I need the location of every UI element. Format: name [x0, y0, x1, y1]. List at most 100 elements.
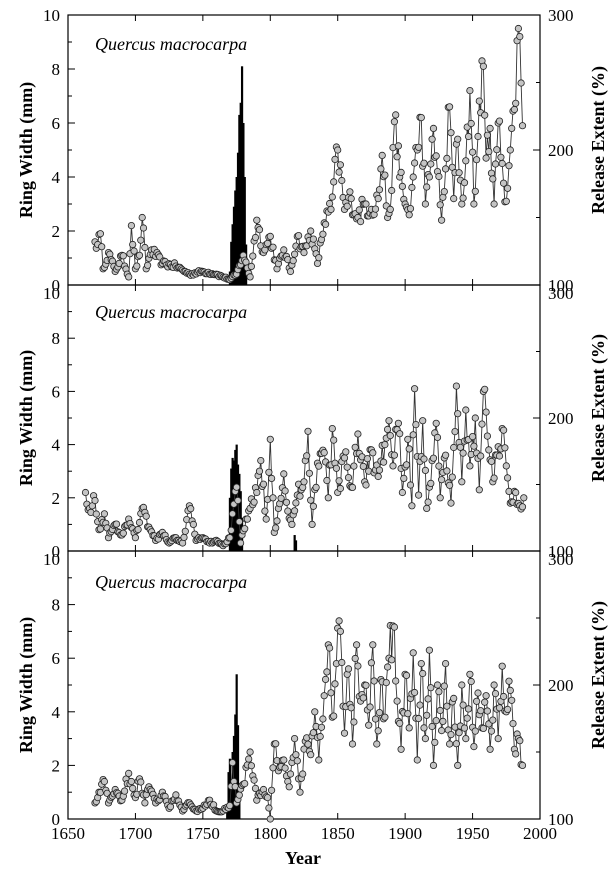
ring-width-point [470, 200, 478, 208]
ring-width-point [475, 97, 483, 105]
ring-width-point [141, 799, 149, 807]
ring-width-point [242, 258, 250, 266]
ring-width-point [454, 135, 462, 143]
ring-width-point [455, 169, 463, 177]
ring-width-point [375, 708, 384, 717]
ring-width-point [362, 481, 370, 489]
y-left-tick-label: 10 [43, 550, 60, 569]
ring-width-point [321, 220, 330, 228]
ring-width-point [250, 776, 258, 784]
ring-width-point [371, 205, 380, 213]
ring-width-point [290, 734, 299, 743]
ring-width-point [253, 216, 261, 224]
ring-width-point [486, 745, 494, 753]
ring-width-point [520, 494, 528, 502]
ring-width-point [518, 761, 527, 770]
ring-width-point [517, 79, 525, 87]
release-bar [238, 794, 241, 819]
ring-width-point [266, 232, 274, 240]
ring-width-point [502, 462, 510, 470]
ring-width-point [404, 710, 412, 718]
ring-width-point [362, 681, 370, 689]
x-tick-label: 1950 [456, 824, 490, 843]
ring-width-point [518, 503, 527, 511]
ring-width-point [392, 111, 400, 119]
ring-width-point [294, 232, 303, 240]
ring-width-point [134, 525, 142, 534]
ring-width-point [414, 143, 423, 151]
ring-width-point [343, 463, 351, 471]
ring-width-point [466, 462, 474, 470]
ring-width-point [355, 206, 363, 214]
ring-width-point [460, 724, 469, 732]
release-bar [294, 540, 298, 551]
ring-width-point [125, 769, 133, 778]
release-bar [243, 177, 246, 285]
ring-width-point [424, 498, 432, 506]
ring-width-point [127, 777, 135, 786]
ring-width-point [410, 159, 419, 167]
ring-width-point [463, 714, 471, 722]
ring-width-point [374, 727, 382, 735]
ring-width-point [503, 705, 512, 714]
ring-width-point [272, 524, 280, 532]
release-bar [238, 114, 241, 286]
ring-width-point [503, 474, 512, 482]
ring-width-point [437, 726, 446, 735]
ring-width-point [388, 186, 396, 195]
ring-width-point [92, 510, 100, 518]
ring-width-point [359, 462, 367, 470]
release-bar [239, 102, 242, 285]
ring-width-point [363, 455, 371, 463]
ring-width-point [189, 520, 197, 529]
ring-width-point [139, 224, 148, 232]
ring-width-point [433, 433, 442, 441]
ring-width-point [437, 476, 446, 484]
ring-width-point [282, 498, 291, 506]
ring-width-point [133, 262, 141, 270]
ring-width-point [328, 424, 336, 433]
ring-width-point [172, 791, 180, 799]
ring-width-point [406, 481, 415, 489]
ring-width-point [493, 146, 501, 154]
ring-width-point [464, 705, 473, 713]
ring-width-point [409, 649, 417, 657]
ring-width-point [459, 449, 467, 457]
ring-width-point [315, 756, 323, 764]
ring-width-point [311, 708, 319, 716]
ring-width-point [439, 717, 447, 726]
ring-width-point [420, 455, 428, 463]
ring-width-point [307, 496, 315, 504]
ring-width-point [249, 252, 257, 260]
ring-width-point [406, 205, 415, 213]
ring-width-point [369, 641, 377, 649]
ring-width-point [340, 729, 349, 737]
ring-width-point [243, 515, 251, 523]
ring-width-point [336, 484, 344, 493]
ring-width-point [477, 452, 485, 460]
release-bar [231, 224, 234, 285]
ring-width-point [135, 251, 144, 259]
release-bar [230, 781, 233, 819]
ring-width-point [417, 659, 425, 668]
y-left-tick-label: 8 [52, 596, 61, 615]
ring-width-point [245, 755, 253, 763]
ring-width-point [386, 205, 394, 213]
ring-width-point [285, 783, 293, 791]
ring-width-point [226, 801, 234, 810]
ring-width-point [509, 719, 517, 728]
ring-width-point [375, 186, 384, 194]
ring-width-point [429, 761, 438, 770]
ring-width-point [425, 646, 433, 654]
y-right-tick-label: 300 [548, 284, 574, 303]
release-bar [240, 66, 244, 285]
ring-width-point [383, 425, 392, 433]
ring-width-point [374, 472, 382, 481]
x-tick-label: 1900 [388, 824, 422, 843]
ring-width-point [309, 729, 317, 737]
ring-width-point [427, 160, 435, 168]
panel-top-species-label: Quercus macrocarpa [95, 34, 247, 54]
ring-width-point [481, 385, 489, 393]
ring-width-point [516, 32, 524, 41]
ring-width-point [497, 153, 505, 161]
